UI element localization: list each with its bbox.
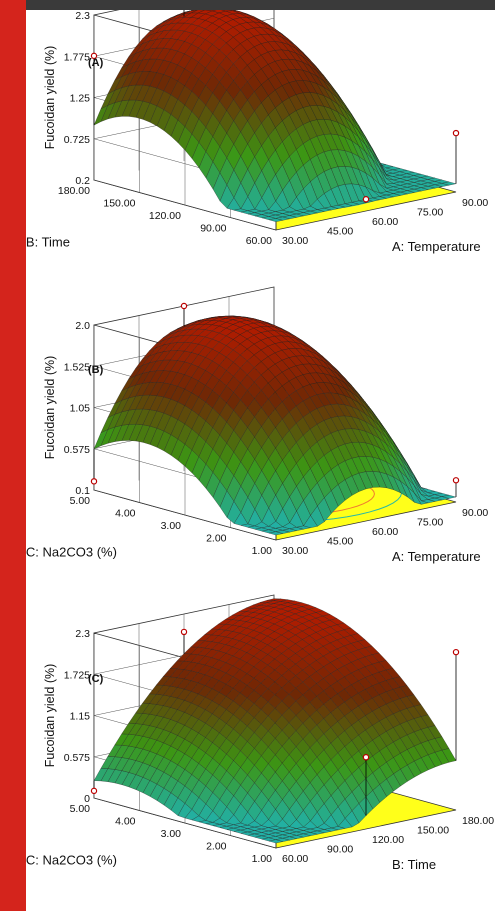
y-tick-label: 5.00 — [70, 803, 91, 815]
x-axis-title: A: Temperature — [392, 239, 481, 254]
z-tick-label: 0.575 — [64, 752, 90, 764]
z-tick-label: 0 — [84, 793, 90, 805]
panel-label: (B) — [88, 364, 104, 376]
design-point-2 — [362, 754, 370, 761]
y-tick-label: 2.00 — [206, 533, 227, 545]
x-tick-label: 30.00 — [282, 545, 308, 557]
design-point-4 — [452, 648, 460, 656]
x-tick-label: 90.00 — [462, 507, 488, 519]
design-point-2 — [180, 302, 188, 310]
y-tick-label: 120.00 — [149, 210, 181, 222]
y-tick-label: 1.00 — [252, 545, 273, 557]
z-tick-label: 0.2 — [75, 175, 90, 187]
top-strip — [26, 0, 495, 10]
y-tick-label: 4.00 — [115, 816, 136, 828]
y-axis-title: C: Na2CO3 (%) — [26, 853, 117, 868]
z-tick-label: 2.3 — [75, 10, 90, 22]
y-tick-label: 150.00 — [103, 198, 135, 210]
z-axis-title: Fucoidan yield (%) — [43, 46, 57, 150]
y-tick-label: 3.00 — [161, 520, 182, 532]
x-tick-label: 45.00 — [327, 536, 353, 548]
x-axis-title: B: Time — [392, 857, 436, 872]
surface-panel-1: (A) 2.3 1.775 1.25 0.725 0.2 Fucoidan yield (%… — [26, 0, 488, 254]
x-tick-label: 120.00 — [372, 834, 404, 846]
y-tick-label: 90.00 — [200, 223, 226, 235]
y-tick-label: 1.00 — [252, 853, 273, 865]
y-tick-label: 180.00 — [58, 185, 90, 197]
design-point-4 — [452, 129, 460, 137]
x-tick-label: 75.00 — [417, 207, 443, 219]
z-tick-label: 1.05 — [70, 403, 91, 415]
z-tick-label: 1.725 — [64, 669, 90, 681]
z-tick-label: 1.525 — [64, 361, 90, 373]
x-tick-label: 90.00 — [327, 844, 353, 856]
y-axis-title: B: Time — [26, 235, 70, 250]
y-axis-title: C: Na2CO3 (%) — [26, 545, 117, 560]
response-surface — [93, 598, 457, 844]
y-tick-label: 2.00 — [206, 841, 227, 853]
response-surface — [93, 7, 457, 222]
z-tick-label: 1.15 — [70, 711, 91, 723]
x-tick-label: 150.00 — [417, 825, 449, 837]
z-tick-label: 2.3 — [75, 628, 90, 640]
z-tick-label: 0.1 — [75, 485, 90, 497]
z-tick-label: 2.0 — [75, 320, 90, 332]
x-tick-label: 75.00 — [417, 517, 443, 529]
x-axis-title: A: Temperature — [392, 549, 481, 564]
x-tick-label: 30.00 — [282, 235, 308, 247]
x-tick-label: 60.00 — [372, 216, 398, 228]
design-point-3 — [180, 628, 188, 636]
y-tick-label: 4.00 — [115, 508, 136, 520]
y-tick-label: 60.00 — [246, 235, 272, 247]
response-surface — [93, 315, 457, 536]
panel-label: (A) — [88, 57, 104, 69]
design-point-1 — [90, 787, 98, 795]
z-tick-label: 1.775 — [64, 51, 90, 63]
x-tick-label: 90.00 — [462, 197, 488, 209]
figure-area: (A) 2.3 1.775 1.25 0.725 0.2 Fucoidan yield (%… — [26, 0, 495, 911]
x-tick-label: 60.00 — [372, 526, 398, 538]
z-tick-label: 1.25 — [70, 93, 91, 105]
panel-label: (C) — [88, 673, 104, 685]
z-axis-title: Fucoidan yield (%) — [43, 664, 57, 768]
accent-bar — [0, 0, 26, 911]
design-point-3 — [452, 477, 460, 484]
design-point-1 — [90, 52, 98, 60]
z-axis-title: Fucoidan yield (%) — [43, 356, 57, 460]
design-point-1 — [90, 478, 98, 485]
surface-panel-2: (B) 2.0 1.525 1.05 0.575 0.1 Fucoidan yield (%… — [26, 286, 488, 564]
x-tick-label: 180.00 — [462, 815, 494, 827]
surface-panel-3: (C) 2.3 1.725 1.15 0.575 0 Fucoidan yield (%) 6… — [26, 594, 494, 872]
surface-plots-svg: (A) 2.3 1.775 1.25 0.725 0.2 Fucoidan yield (%… — [26, 0, 494, 872]
y-tick-label: 5.00 — [70, 495, 91, 507]
x-tick-label: 60.00 — [282, 853, 308, 865]
y-tick-label: 3.00 — [161, 828, 182, 840]
x-tick-label: 45.00 — [327, 226, 353, 238]
design-point-2 — [362, 196, 370, 203]
z-tick-label: 0.725 — [64, 134, 90, 146]
z-tick-label: 0.575 — [64, 444, 90, 456]
